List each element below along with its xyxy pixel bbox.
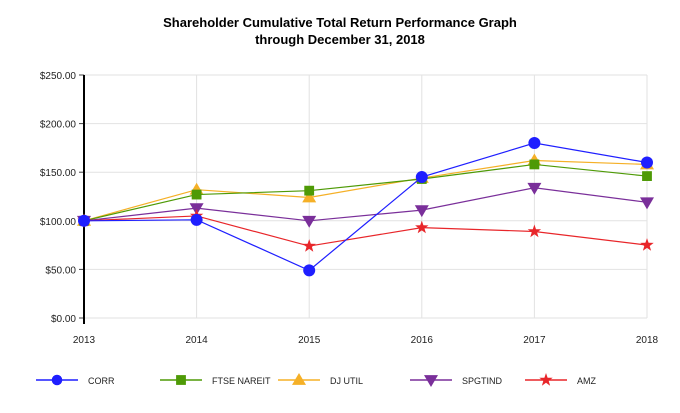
y-tick-label: $150.00	[40, 168, 77, 179]
legend-label: DJ UTIL	[330, 376, 363, 386]
chart-subtitle: through December 31, 2018	[255, 32, 425, 47]
data-point	[191, 189, 202, 200]
series-line-dj-util	[83, 159, 648, 222]
x-tick-label: 2014	[185, 335, 208, 346]
y-tick-label: $50.00	[45, 265, 76, 276]
series-line-ftse-nareit	[83, 163, 648, 222]
x-tick-label: 2016	[411, 335, 434, 346]
data-point	[302, 190, 317, 203]
data-point	[78, 214, 90, 227]
data-point	[190, 213, 203, 226]
data-point	[414, 205, 429, 218]
data-point	[302, 215, 317, 228]
data-point	[640, 238, 654, 251]
data-point	[527, 182, 542, 195]
series-line-amz	[83, 215, 648, 247]
legend-marker	[424, 375, 438, 387]
x-tick-label: 2015	[298, 335, 321, 346]
legend-marker	[51, 374, 63, 386]
data-point	[415, 220, 429, 234]
data-point	[527, 224, 542, 238]
y-tick-label: $100.00	[40, 217, 77, 228]
chart-title: Shareholder Cumulative Total Return Perf…	[163, 15, 517, 30]
legend-marker	[539, 373, 553, 386]
series-line-corr	[83, 142, 648, 272]
data-point	[641, 156, 653, 169]
x-tick-label: 2017	[523, 335, 546, 346]
data-point	[303, 264, 316, 277]
y-tick-label: $200.00	[40, 120, 77, 131]
data-point	[529, 159, 540, 170]
legend-marker	[176, 375, 186, 385]
legend-label: FTSE NAREIT	[212, 376, 271, 386]
x-tick-label: 2018	[636, 335, 659, 346]
legend-label: SPGTIND	[462, 376, 503, 386]
data-point	[640, 197, 654, 210]
legend-label: CORR	[88, 376, 115, 386]
legend-marker	[292, 373, 306, 385]
y-tick-label: $250.00	[40, 71, 77, 82]
data-point	[642, 171, 652, 181]
data-point	[528, 137, 541, 150]
series-line-spgtind	[83, 187, 648, 222]
data-point	[302, 239, 316, 252]
y-tick-label: $0.00	[51, 314, 76, 325]
data-point	[415, 171, 428, 184]
x-tick-label: 2013	[73, 335, 96, 346]
data-point	[304, 185, 315, 196]
legend-label: AMZ	[577, 376, 597, 386]
